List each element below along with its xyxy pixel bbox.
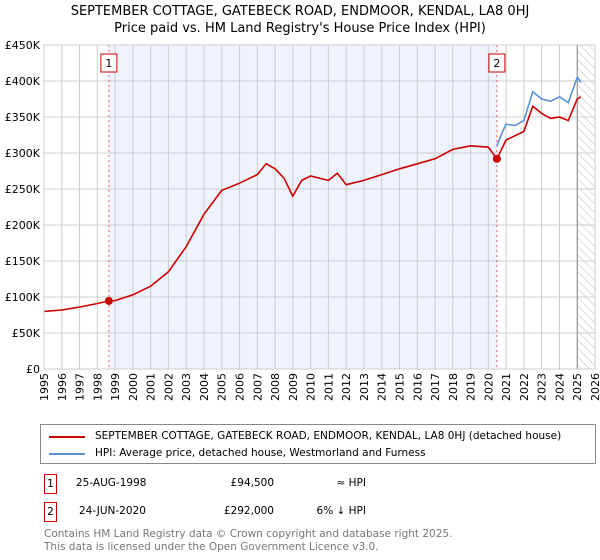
x-tick-label: 2006 [234,373,247,401]
footer-line-2: This data is licensed under the Open Gov… [44,541,379,553]
x-tick-label: 2004 [198,373,211,401]
plot-frame [43,44,596,370]
sale-marker-1: 1 [44,474,57,494]
x-tick-label: 2024 [553,373,566,401]
sale-point [104,296,113,305]
sale-date: 25-AUG-1998 [76,477,147,489]
x-tick-label: 2022 [518,373,531,401]
y-tick-label: £50K [12,327,41,340]
sale-label-box [100,53,118,73]
x-tick-label: 2026 [589,373,600,401]
x-tick-label: 2019 [465,373,478,401]
sale-label-box [488,53,506,73]
sale-hpi: 6% ↓ HPI [316,505,366,517]
x-tick-label: 2012 [340,373,353,401]
footer: Contains HM Land Registry data © Crown c… [44,528,452,554]
chart-title: SEPTEMBER COTTAGE, GATEBECK ROAD, ENDMOO… [70,4,530,19]
x-tick-label: 2000 [127,373,140,401]
x-tick-label: 1999 [109,373,122,401]
x-tick-label: 2025 [571,373,584,401]
shaded-ownership-period [108,45,497,369]
x-tick-label: 2011 [322,373,335,401]
legend-label-property: SEPTEMBER COTTAGE, GATEBECK ROAD, ENDMOO… [95,430,562,442]
x-tick-label: 2020 [482,373,495,401]
y-tick-label: £450K [5,39,41,52]
hatched-future-region [577,45,595,369]
x-tick-label: 2002 [162,373,175,401]
x-tick-label: 2008 [269,373,282,401]
x-tick-label: 1996 [56,373,69,401]
x-tick-label: 2005 [216,373,229,401]
plot-area: 1995 1996 1997 1998 1999 2000 2001 2002 2003 2004… [5,39,600,401]
x-tick-label: 2014 [376,373,389,401]
sale-hpi: ≈ HPI [336,477,366,489]
x-tick-label: 2013 [358,373,371,401]
x-tick-label: 1995 [38,373,51,401]
x-tick-label: 2003 [180,373,193,401]
legend-label-hpi: HPI: Average price, detached house, West… [95,447,426,459]
x-tick-label: 2009 [287,373,300,401]
y-tick-label: £150K [5,255,41,268]
sale-row-1: 1 25-AUG-1998 £94,500 ≈ HPI [44,474,544,494]
sale-row-2: 2 24-JUN-2020 £292,000 6% ↓ HPI [44,502,544,522]
legend-swatch-hpi [49,452,85,455]
x-tick-label: 2021 [500,373,513,401]
x-tick-label: 1998 [91,373,104,401]
y-tick-label: £0 [26,363,40,376]
legend-swatch-property [49,435,85,438]
sale-point [492,154,501,163]
sale-date: 24-JUN-2020 [79,505,146,517]
x-tick-label: 2023 [536,373,549,401]
y-tick-label: £100K [5,291,41,304]
y-tick-label: £200K [5,219,41,232]
sale-label: 1 [105,57,112,70]
x-tick-label: 2001 [145,373,158,401]
sale-label: 2 [493,57,500,70]
x-tick-label: 2015 [393,373,406,401]
x-tick-label: 2016 [411,373,424,401]
sale-price: £94,500 [230,477,274,489]
x-tick-label: 2018 [447,373,460,401]
x-tick-label: 1997 [74,373,87,401]
legend: SEPTEMBER COTTAGE, GATEBECK ROAD, ENDMOO… [40,424,596,464]
chart-subtitle: Price paid vs. HM Land Registry's House … [114,21,486,36]
x-tick-label: 2007 [251,373,264,401]
y-tick-label: £350K [5,111,41,124]
y-tick-label: £250K [5,183,41,196]
y-tick-label: £300K [5,147,41,160]
sale-price: £292,000 [223,505,274,517]
property-price-line [43,96,582,313]
footer-line-1: Contains HM Land Registry data © Crown c… [44,528,453,540]
y-tick-label: £400K [5,75,41,88]
sale-marker-2: 2 [44,502,57,522]
hpi-line [496,75,582,147]
x-tick-label: 2017 [429,373,442,401]
x-tick-label: 2010 [305,373,318,401]
